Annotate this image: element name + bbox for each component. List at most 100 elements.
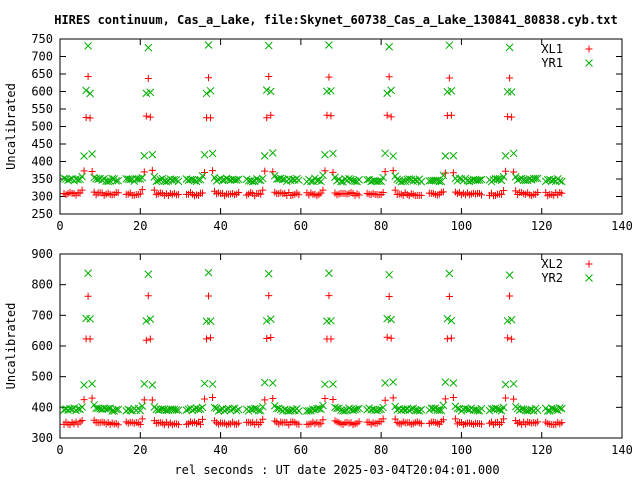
data-point (379, 415, 387, 423)
x-tick-label: 40 (213, 219, 227, 233)
data-point (508, 335, 516, 343)
data-point (140, 380, 149, 388)
x-tick-label: 40 (213, 443, 227, 457)
data-point (500, 415, 508, 423)
data-point (248, 177, 257, 186)
data-point (266, 315, 275, 323)
data-point (80, 396, 88, 404)
x-tick-label: 20 (133, 219, 147, 233)
data-point (204, 268, 213, 277)
data-point (207, 334, 215, 342)
data-point (379, 189, 387, 197)
data-point (445, 41, 454, 50)
data-point (234, 405, 243, 414)
data-point (202, 317, 211, 326)
data-point (148, 150, 157, 159)
data-point (82, 114, 90, 122)
data-point (305, 406, 313, 415)
data-point (263, 334, 271, 342)
data-point (203, 335, 211, 343)
data-point (235, 419, 243, 427)
data-point (262, 86, 271, 95)
data-point (146, 113, 154, 121)
data-point (379, 173, 388, 182)
data-point (557, 177, 566, 186)
data-point (84, 292, 92, 300)
data-point (174, 190, 182, 198)
data-point (158, 405, 167, 413)
data-point (88, 394, 96, 402)
bottom-panel: 0 20 40 60 80 100 120 140 300 400 500 600 700 800 900 U… (4, 247, 633, 457)
data-point (104, 177, 113, 186)
data-point (78, 403, 86, 411)
data-point (258, 402, 267, 411)
data-point (345, 174, 353, 183)
data-point (148, 166, 156, 174)
data-point (252, 174, 261, 183)
data-point (341, 407, 349, 415)
data-point (508, 113, 516, 121)
data-point (209, 167, 217, 175)
x-tick-label: 0 (56, 443, 63, 457)
data-point (267, 111, 275, 119)
data-point (196, 175, 205, 184)
y-tick-label: 750 (31, 32, 53, 46)
data-point (355, 191, 363, 199)
data-point (381, 379, 390, 387)
data-point (499, 403, 508, 412)
data-point (78, 417, 86, 425)
data-point (321, 394, 329, 402)
data-point (200, 379, 209, 388)
data-point (112, 177, 121, 185)
data-point (441, 395, 449, 403)
legend-marker (585, 274, 593, 282)
data-point (112, 405, 121, 414)
data-point (443, 314, 452, 323)
data-point (385, 293, 393, 301)
data-point (321, 380, 329, 389)
data-point (437, 177, 446, 186)
y-tick-label: 250 (31, 207, 53, 221)
data-point (138, 186, 146, 194)
data-point (478, 420, 485, 428)
x-tick-label: 120 (531, 443, 553, 457)
data-point (455, 174, 464, 183)
data-point (391, 186, 399, 194)
y-tick-label: 800 (31, 278, 53, 292)
data-point (114, 176, 123, 185)
data-point (265, 72, 273, 80)
data-point (327, 86, 335, 95)
data-point (148, 381, 157, 389)
data-point (495, 405, 504, 414)
data-point (174, 421, 182, 429)
data-point (74, 405, 82, 413)
data-point (170, 175, 179, 184)
data-point (509, 379, 518, 388)
data-point (294, 176, 303, 185)
data-point (473, 406, 482, 415)
data-point (315, 176, 323, 185)
data-point (140, 151, 149, 160)
data-point (355, 404, 363, 413)
data-point (140, 168, 148, 176)
data-point (507, 88, 516, 96)
data-point (478, 191, 485, 199)
data-point (260, 152, 269, 160)
data-point (325, 269, 333, 278)
data-point (114, 421, 122, 429)
data-point (140, 396, 148, 404)
data-point (325, 292, 333, 300)
data-point (501, 151, 510, 160)
data-point (138, 173, 147, 182)
data-point (383, 333, 391, 341)
data-point (389, 378, 398, 386)
data-point (517, 405, 526, 413)
data-point (201, 395, 209, 403)
data-point (206, 317, 215, 325)
data-point (504, 113, 512, 121)
data-point (506, 292, 514, 300)
data-point (512, 187, 520, 195)
data-point (136, 421, 144, 429)
data-point (505, 43, 514, 52)
data-point (259, 186, 267, 194)
